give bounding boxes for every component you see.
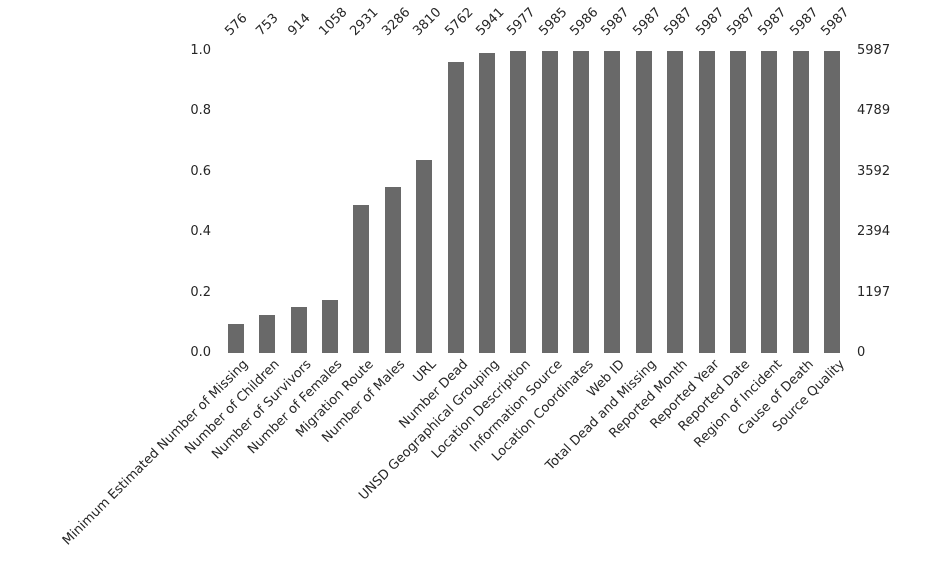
bar	[227, 323, 244, 353]
y-tick-label-left: 0.6	[190, 163, 211, 179]
bar	[573, 50, 590, 353]
bar	[698, 50, 715, 353]
y-tick-label-left: 0.2	[190, 284, 211, 300]
bar	[510, 51, 527, 353]
bar-count-label: 576	[222, 10, 251, 39]
y-tick-label-right: 2394	[857, 224, 891, 239]
bar	[667, 50, 684, 353]
bar-count-label: 2931	[347, 4, 382, 39]
bar	[384, 186, 401, 353]
bar-count-label: 5762	[441, 4, 476, 39]
bar-count-label: 753	[253, 10, 282, 39]
bar-count-label: 3286	[379, 4, 414, 39]
bar-count-label: 5987	[818, 4, 853, 39]
bar-count-label: 5987	[598, 4, 633, 39]
y-tick-label-right: 0	[857, 345, 866, 360]
bar-count-label: 5977	[504, 4, 539, 39]
bar	[792, 50, 809, 353]
bar	[321, 299, 338, 353]
y-tick-label-right: 1197	[857, 284, 891, 300]
bar	[290, 306, 307, 353]
bar-count-label: 5987	[630, 4, 665, 39]
y-tick-label-right: 3592	[857, 163, 891, 179]
bar-count-label: 5986	[567, 4, 602, 39]
bar-count-label: 5987	[693, 4, 728, 39]
bar-count-label: 914	[284, 10, 314, 39]
bar-count-label: 5987	[724, 4, 759, 39]
y-tick-label-left: 0.8	[190, 103, 211, 118]
bar-count-label: 5987	[787, 4, 822, 39]
bar-count-label: 5941	[473, 4, 508, 39]
bar	[635, 50, 652, 353]
bar	[353, 204, 370, 353]
bar	[730, 50, 747, 353]
bar-count-label: 1058	[316, 4, 351, 39]
bar	[604, 50, 621, 353]
y-tick-label-right: 4789	[857, 103, 891, 118]
bar	[259, 314, 276, 353]
bar	[541, 50, 558, 353]
y-tick-label-right: 5987	[857, 42, 891, 58]
bar-count-label: 3810	[410, 4, 445, 39]
bar-count-label: 5987	[661, 4, 696, 39]
bar	[824, 50, 841, 353]
bar	[478, 52, 495, 353]
bar	[447, 61, 464, 353]
bar	[761, 50, 778, 353]
bar-count-label: 5985	[536, 4, 571, 39]
bar-count-label: 5987	[755, 4, 790, 39]
y-tick-label-left: 1.0	[190, 42, 211, 58]
y-tick-label-left: 0.4	[190, 224, 211, 239]
bar	[416, 160, 433, 353]
y-tick-label-left: 0.0	[190, 345, 211, 360]
